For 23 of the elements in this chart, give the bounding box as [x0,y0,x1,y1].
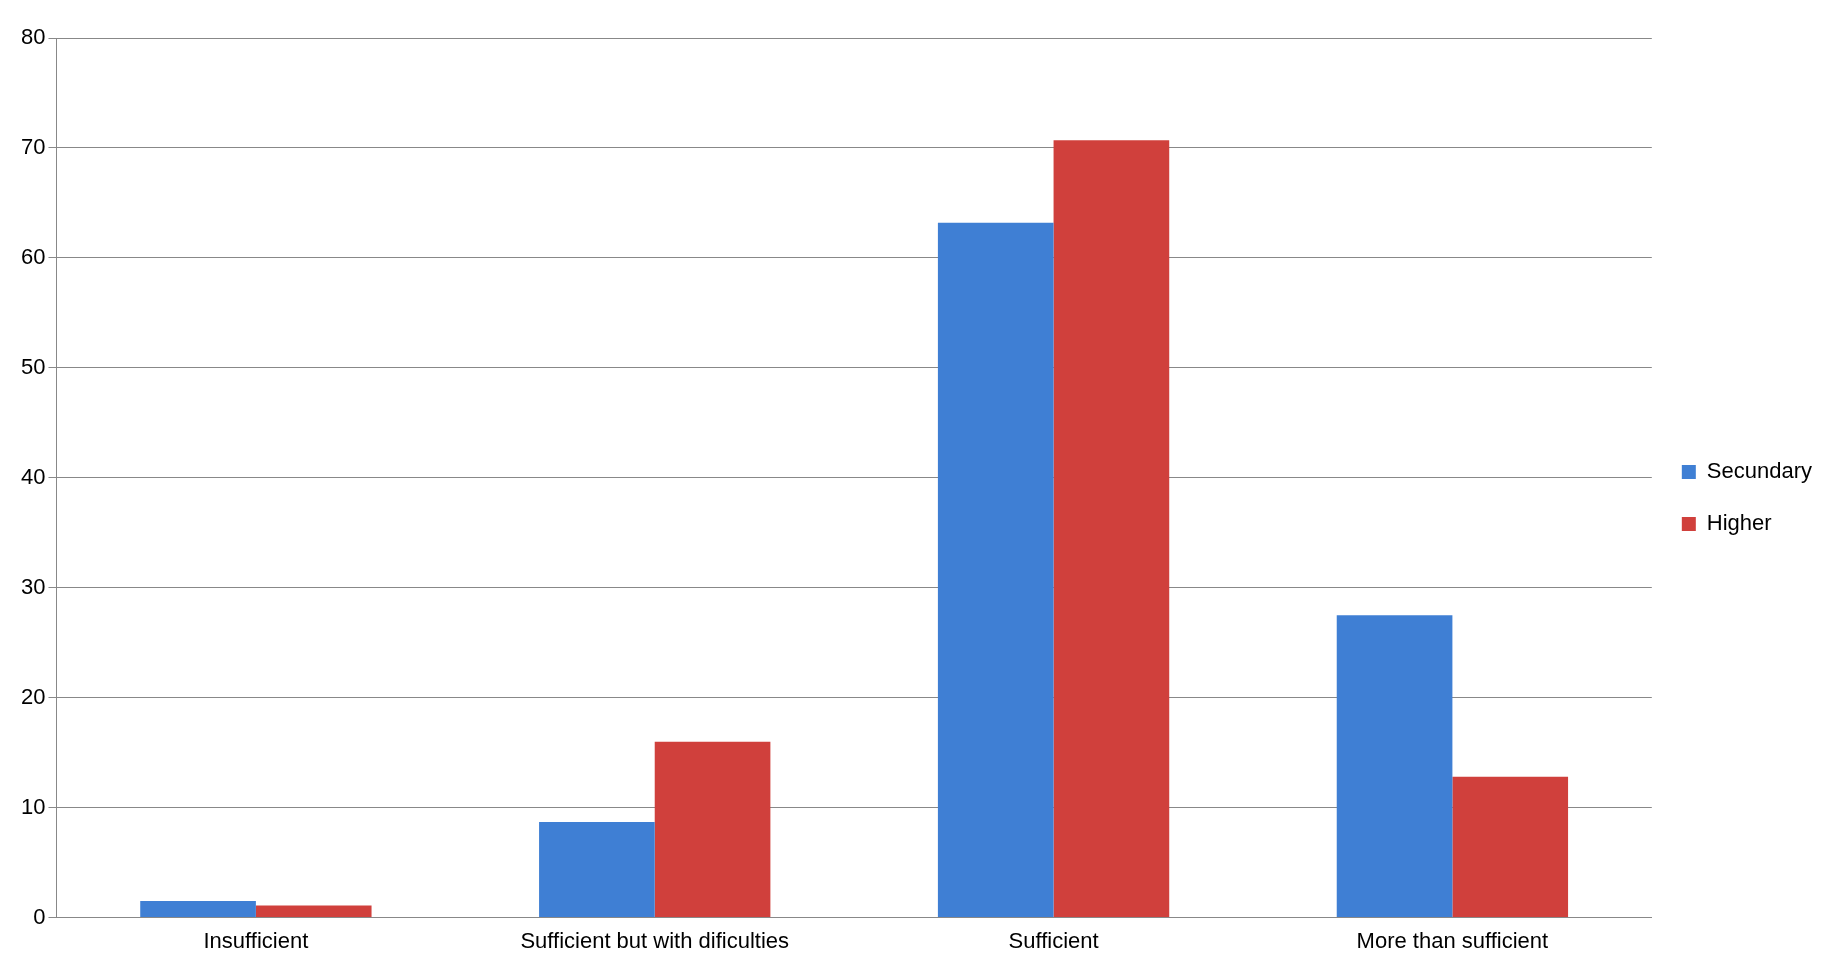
legend-label: Secundary [1706,458,1813,484]
bar [539,821,655,918]
y-tick-label: 0 [33,903,46,929]
x-tick-label: Sufficient [1008,927,1099,953]
bar [1053,140,1170,918]
y-tick-label: 40 [20,463,46,489]
x-tick-label: More than sufficient [1356,927,1549,953]
bar [1336,615,1453,918]
y-tick-label: 80 [20,24,46,50]
x-tick-label: Sufficient but with dificulties [520,927,790,953]
bar [654,741,771,918]
bar [140,901,256,918]
legend-label: Higher [1706,510,1772,536]
x-tick-label: Insufficient [203,927,309,953]
y-tick-label: 70 [20,134,46,160]
bar [1452,776,1569,918]
y-tick-label: 50 [20,353,46,379]
bar [255,905,372,918]
y-tick-label: 60 [20,243,46,269]
bar [937,222,1054,918]
y-tick-label: 30 [20,573,46,599]
y-tick-label: 20 [20,683,46,709]
y-tick-label: 10 [20,793,46,819]
